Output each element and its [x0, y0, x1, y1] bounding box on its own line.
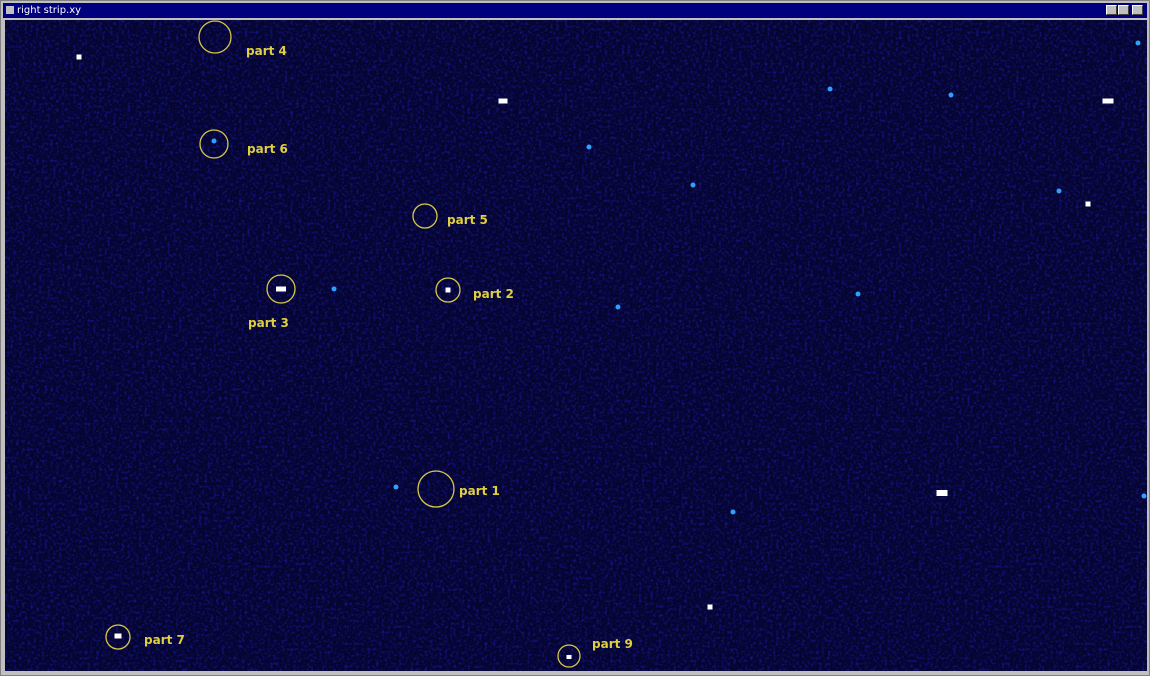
- region-label: part 4: [246, 44, 287, 58]
- image-view: part 4 part 6 part 5 part 3 part 2 part 1 part…: [5, 20, 1147, 671]
- maximize-button[interactable]: [1118, 5, 1129, 15]
- window-title: right strip.xy: [17, 4, 81, 17]
- faint-star: [394, 485, 399, 490]
- region-label: part 6: [247, 142, 288, 156]
- region-label: part 1: [459, 484, 500, 498]
- close-button[interactable]: [1132, 5, 1143, 15]
- star: [1103, 99, 1114, 104]
- star: [276, 287, 286, 292]
- faint-star: [731, 510, 736, 515]
- faint-star: [1136, 41, 1141, 46]
- region-label: part 9: [592, 637, 633, 651]
- star: [708, 605, 713, 610]
- region-label: part 3: [248, 316, 289, 330]
- star: [115, 634, 122, 639]
- faint-star: [212, 139, 217, 144]
- faint-star: [616, 305, 621, 310]
- faint-star: [1057, 189, 1062, 194]
- faint-star: [1142, 494, 1147, 499]
- faint-star: [587, 145, 592, 150]
- star: [77, 55, 82, 60]
- faint-star: [691, 183, 696, 188]
- window-icon[interactable]: [6, 6, 14, 14]
- faint-star: [949, 93, 954, 98]
- image-noise: [5, 20, 1147, 671]
- region-label: part 7: [144, 633, 185, 647]
- title-bar: right strip.xy: [3, 3, 1147, 18]
- star: [446, 288, 451, 293]
- region-label: part 5: [447, 213, 488, 227]
- faint-star: [856, 292, 861, 297]
- star: [937, 490, 948, 496]
- page: right strip.xy part 4part 6part 5part 3p…: [0, 0, 1155, 680]
- star: [567, 655, 572, 659]
- region-label: part 2: [473, 287, 514, 301]
- window: right strip.xy part 4part 6part 5part 3p…: [0, 0, 1150, 676]
- star: [499, 99, 508, 104]
- star: [1086, 202, 1091, 207]
- faint-star: [332, 287, 337, 292]
- minimize-button[interactable]: [1106, 5, 1117, 15]
- faint-star: [828, 87, 833, 92]
